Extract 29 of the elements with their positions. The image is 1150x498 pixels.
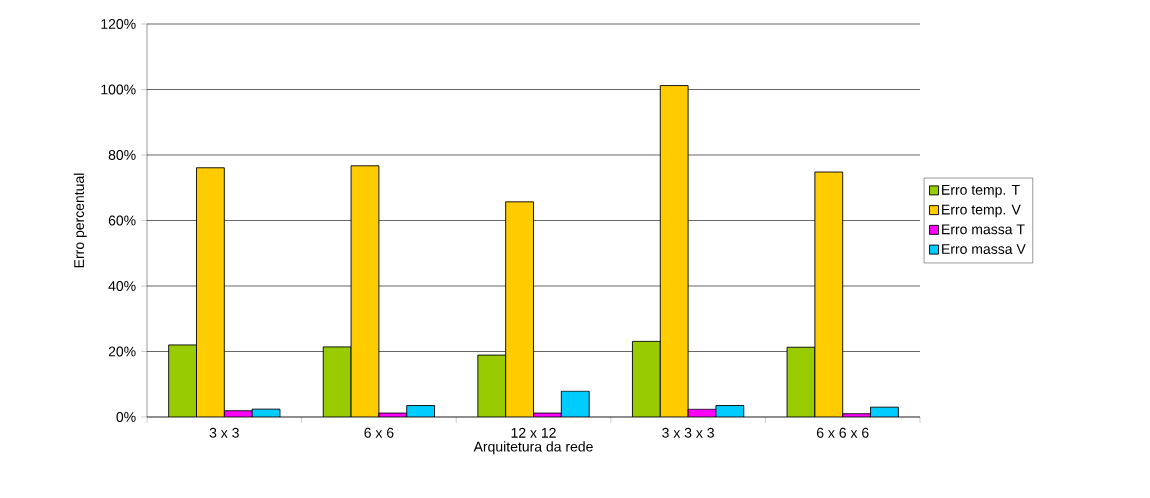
bar [322, 346, 352, 417]
y-tick-label: 0% [116, 412, 136, 422]
bar [786, 346, 816, 417]
bar [560, 390, 590, 417]
y-axis-title: Erro percentual [73, 173, 87, 268]
x-tick-label: 12 x 12 [511, 427, 556, 438]
bar [505, 201, 534, 417]
bar [632, 340, 661, 417]
x-axis-title: Arquitetura da rede [473, 441, 593, 455]
x-tick-label: 6 x 6 [364, 427, 394, 438]
y-tick-label: 80% [108, 150, 136, 160]
bar [168, 344, 197, 417]
bar [350, 165, 380, 417]
x-tick-label: 6 x 6 x 6 [816, 427, 869, 438]
legend-label: Erro massa T [942, 224, 1025, 235]
y-tick-label: 20% [108, 346, 136, 357]
y-tick-label: 40% [108, 281, 136, 291]
bar [477, 354, 507, 417]
legend-label: Erro temp. V [942, 204, 1021, 218]
legend-label: Erro massa V [942, 244, 1026, 254]
x-tick-label: 3 x 3 x 3 [662, 427, 714, 438]
y-tick-label: 60% [108, 215, 136, 226]
y-tick-label: 120% [101, 19, 136, 29]
legend-label: Erro temp. T [942, 185, 1020, 198]
x-tick-label: 3 x 3 [209, 427, 239, 438]
y-tick-label: 100% [101, 84, 136, 95]
bar [814, 171, 844, 417]
bar [659, 85, 689, 417]
bar [196, 167, 225, 417]
